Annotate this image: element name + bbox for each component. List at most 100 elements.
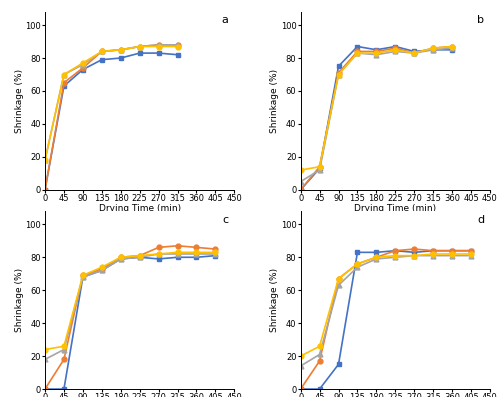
360W-PR1-30 min	[99, 49, 105, 54]
360W-PR4-20 min	[316, 352, 322, 357]
360W-PR4-20 min	[336, 283, 342, 288]
360W-PR2-20 min	[354, 51, 360, 56]
360W-PR3-10 min	[212, 247, 218, 251]
360W-PR2-control	[412, 49, 418, 54]
360W-PR4-30 min	[412, 253, 418, 258]
360W-PR1-10 min	[61, 80, 67, 85]
360W-PR2-10 min	[374, 49, 380, 54]
360W-PR2-10 min	[392, 46, 398, 50]
360W-PR1-10 min	[118, 47, 124, 52]
360W-PR4-30 min	[354, 262, 360, 266]
Line: 360W-PR3-Control: 360W-PR3-Control	[42, 253, 218, 391]
360W-PR4-30 min	[374, 255, 380, 260]
Legend: 360W-PR2-control, 360W-PR2-10 min, 360W-PR2-20 min, 360W-PR2-30 min: 360W-PR2-control, 360W-PR2-10 min, 360W-…	[310, 261, 480, 277]
360W-PR4-20 min	[468, 253, 474, 258]
360W-PR4-30 min	[316, 344, 322, 349]
360W-PR2-20 min	[316, 168, 322, 172]
360W-PR4-10 min	[468, 248, 474, 253]
360W-PR2-control	[449, 47, 455, 52]
360W-PR2-30 min	[430, 46, 436, 50]
360W-PR2-20 min	[374, 52, 380, 57]
Line: 360W-PR2-control: 360W-PR2-control	[298, 44, 454, 192]
360W-PR1-20 min	[156, 42, 162, 47]
360W-PR1-30 min	[136, 44, 142, 49]
360W-PR2-10 min	[354, 49, 360, 54]
360W-PR2-30 min	[449, 44, 455, 49]
360W-PR4-10 min	[374, 255, 380, 260]
Line: 360W-PR2-10 min: 360W-PR2-10 min	[298, 44, 454, 192]
360W-PR3-20 min	[80, 275, 86, 279]
360W-PR3-Control	[194, 255, 200, 260]
360W-PR3-20 min	[194, 252, 200, 256]
360W-PR2-10 min	[412, 51, 418, 56]
Y-axis label: Shrinkage (%): Shrinkage (%)	[270, 268, 280, 332]
360W-PR3-20 min	[136, 255, 142, 260]
360W-PR1-20 min	[174, 42, 180, 47]
360W-PR4-20 min	[354, 265, 360, 270]
360W-PR2-20 min	[449, 46, 455, 50]
360W-PR3-Control	[136, 255, 142, 260]
Y-axis label: Shrinkage (%): Shrinkage (%)	[14, 69, 24, 133]
360W-PR3-Control	[156, 256, 162, 261]
360W-PR1-Control	[61, 84, 67, 89]
Line: 360W-PR3-10 min: 360W-PR3-10 min	[42, 243, 218, 391]
360W-PR2-control	[336, 64, 342, 69]
360W-PR3-10 min	[99, 266, 105, 271]
Line: 360W-PR1-20 min: 360W-PR1-20 min	[42, 42, 180, 163]
360W-PR1-20 min	[118, 47, 124, 52]
360W-PR1-30 min	[61, 72, 67, 77]
360W-PR4-10 min	[430, 248, 436, 253]
360W-PR3-20 min	[174, 252, 180, 256]
360W-PR3-30 min	[61, 344, 67, 349]
360W-PR2-30 min	[412, 51, 418, 56]
360W-PR2-control	[354, 44, 360, 49]
360W-PR2-10 min	[316, 164, 322, 169]
360W-PR2-control	[430, 47, 436, 52]
360W-PR1-Control	[156, 51, 162, 56]
Line: 360W-PR4-control: 360W-PR4-control	[298, 248, 474, 391]
360W-PR1-30 min	[156, 44, 162, 49]
360W-PR3-Control	[174, 255, 180, 260]
360W-PR3-10 min	[174, 243, 180, 248]
360W-PR1-10 min	[174, 42, 180, 47]
360W-PR2-20 min	[430, 47, 436, 52]
360W-PR1-10 min	[42, 187, 48, 192]
360W-PR4-10 min	[316, 358, 322, 363]
360W-PR2-control	[374, 47, 380, 52]
360W-PR3-20 min	[42, 357, 48, 362]
360W-PR4-control	[298, 387, 304, 391]
360W-PR1-Control	[99, 57, 105, 62]
360W-PR1-20 min	[61, 72, 67, 77]
360W-PR1-Control	[80, 67, 86, 72]
Text: c: c	[222, 215, 228, 225]
360W-PR1-Control	[118, 56, 124, 60]
360W-PR1-30 min	[118, 47, 124, 52]
360W-PR4-control	[336, 362, 342, 367]
360W-PR3-20 min	[156, 252, 162, 256]
360W-PR2-control	[298, 187, 304, 192]
Line: 360W-PR1-Control: 360W-PR1-Control	[42, 51, 180, 192]
360W-PR4-control	[316, 387, 322, 391]
360W-PR4-20 min	[430, 253, 436, 258]
Line: 360W-PR4-30 min: 360W-PR4-30 min	[298, 252, 474, 358]
360W-PR3-30 min	[118, 255, 124, 260]
360W-PR1-20 min	[80, 62, 86, 67]
360W-PR2-10 min	[336, 71, 342, 75]
360W-PR4-30 min	[430, 252, 436, 256]
Line: 360W-PR3-30 min: 360W-PR3-30 min	[42, 250, 218, 352]
Text: d: d	[477, 215, 484, 225]
360W-PR1-30 min	[80, 61, 86, 66]
360W-PR1-Control	[136, 51, 142, 56]
360W-PR4-10 min	[336, 276, 342, 281]
360W-PR1-20 min	[136, 44, 142, 49]
360W-PR4-10 min	[449, 248, 455, 253]
360W-PR1-20 min	[99, 49, 105, 54]
360W-PR2-20 min	[412, 51, 418, 56]
360W-PR4-10 min	[298, 387, 304, 391]
360W-PR3-30 min	[156, 252, 162, 256]
360W-PR1-10 min	[99, 49, 105, 54]
360W-PR2-20 min	[298, 179, 304, 184]
Line: 360W-PR4-20 min: 360W-PR4-20 min	[298, 253, 474, 368]
360W-PR1-Control	[174, 52, 180, 57]
360W-PR3-10 min	[42, 387, 48, 391]
